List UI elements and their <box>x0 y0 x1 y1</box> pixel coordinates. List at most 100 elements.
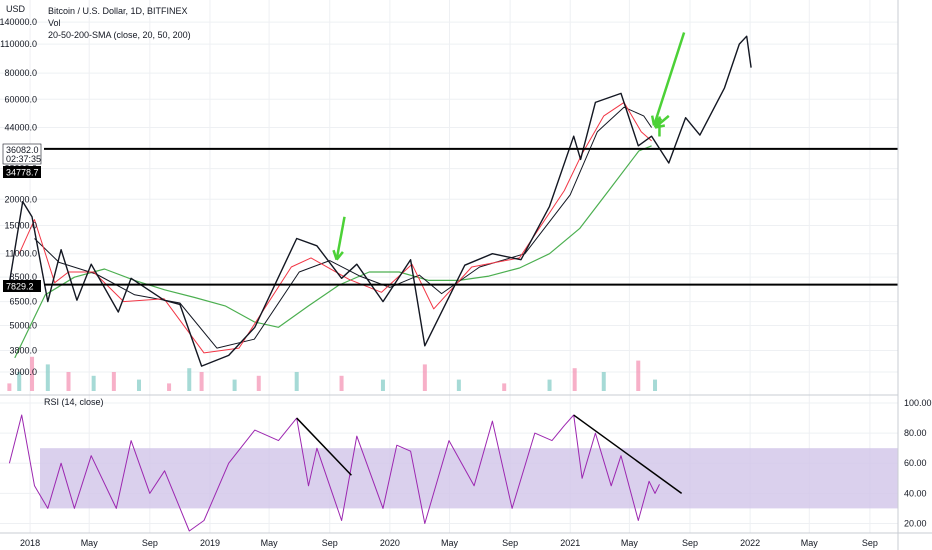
annotation-arrow[interactable] <box>335 216 346 260</box>
volume-bar <box>232 379 237 391</box>
time-tick-label: 2019 <box>200 538 220 548</box>
volume-bar <box>502 383 507 391</box>
price-tick-label: 20000.0 <box>4 194 37 204</box>
rsi-tick-label: 60.00 <box>904 458 927 468</box>
volume-bar <box>547 379 552 391</box>
price-tick-label: 15000.0 <box>4 220 37 230</box>
volume-bar <box>380 379 385 391</box>
volume-bar <box>167 383 172 391</box>
price-tick-label: 110000.0 <box>0 39 37 49</box>
horizontal-level-layer <box>44 147 898 286</box>
volume-bar <box>17 372 22 391</box>
symbol-title[interactable]: Bitcoin / U.S. Dollar, 1D, BITFINEX <box>48 6 188 16</box>
time-tick-label: 2020 <box>380 538 400 548</box>
rsi-tick-label: 20.00 <box>904 518 927 528</box>
price-tick-label: 6500.0 <box>9 297 37 307</box>
lower-level-value: 7829.2 <box>6 282 34 292</box>
price-tick-label: 140000.0 <box>0 17 37 27</box>
volume-bar <box>422 364 427 391</box>
time-tick-label: Sep <box>682 538 698 548</box>
rsi-tick-label: 100.00 <box>904 398 932 408</box>
volume-layer <box>7 356 658 391</box>
time-tick-label: Sep <box>142 538 158 548</box>
rsi-band-layer <box>40 448 898 509</box>
sma50-line <box>34 106 653 349</box>
sma-label[interactable]: 20-50-200-SMA (close, 20, 50, 200) <box>48 30 191 40</box>
rsi-axis: 100.00 80.00 60.00 40.00 20.00 <box>904 398 932 528</box>
volume-bar <box>7 383 12 391</box>
rsi-layer <box>8 414 683 532</box>
price-tick-label: 60000.0 <box>4 94 37 104</box>
time-tick-label: 2021 <box>560 538 580 548</box>
rsi-band <box>40 448 898 509</box>
volume-bar <box>91 375 96 391</box>
price-tick-label: 11000.0 <box>5 249 37 259</box>
time-tick-label: Sep <box>502 538 518 548</box>
lower-level-box <box>3 280 41 292</box>
rsi-line <box>8 414 660 532</box>
annotation-arrow[interactable] <box>652 32 686 126</box>
price-tick-label: 80000.0 <box>4 68 37 78</box>
time-tick-label: May <box>801 538 819 548</box>
annotation-arrowhead <box>650 115 656 126</box>
price-tick-label: 8500.0 <box>9 272 37 282</box>
volume-bar <box>456 379 461 391</box>
time-tick-label: May <box>261 538 279 548</box>
volume-bar <box>256 375 261 391</box>
time-tick-label: Sep <box>322 538 338 548</box>
time-axis: 2018 May Sep 2019 May Sep 2020 May Sep 2021 May Sep… <box>20 538 878 548</box>
rsi-tick-label: 40.00 <box>904 488 927 498</box>
rsi-label[interactable]: RSI (14, close) <box>44 397 104 407</box>
price-tick-label: 44000.0 <box>4 123 37 133</box>
volume-bar <box>66 372 71 391</box>
volume-bar <box>136 379 141 391</box>
sma20-line <box>18 101 652 354</box>
volume-bar <box>199 372 204 391</box>
volume-bar <box>187 368 192 391</box>
price-line <box>8 35 752 367</box>
volume-bar <box>572 368 577 391</box>
price-layer <box>8 35 752 367</box>
rsi-tick-label: 80.00 <box>904 428 927 438</box>
rsi-trendline[interactable] <box>573 414 683 494</box>
price-axis: 140000.0110000.080000.060000.044000.0280… <box>0 17 37 377</box>
volume-label[interactable]: Vol <box>48 18 61 28</box>
time-tick-label: 2018 <box>20 538 40 548</box>
annotation-layer <box>332 32 686 261</box>
volume-bar <box>30 356 35 391</box>
currency-label: USD <box>6 4 26 14</box>
last-price-box <box>2 143 42 165</box>
last-price-tag: 36082.0 02:37:35 <box>2 143 42 165</box>
upper-level-box <box>3 166 41 178</box>
time-tick-label: May <box>441 538 459 548</box>
annotation-arrowhead <box>653 117 660 128</box>
countdown-value: 02:37:35 <box>6 154 41 164</box>
time-tick-label: May <box>621 538 639 548</box>
time-tick-label: May <box>81 538 99 548</box>
grid-layer <box>0 0 898 533</box>
time-tick-label: 2022 <box>740 538 760 548</box>
annotation-arrowhead <box>332 249 338 261</box>
lower-level-tag: 7829.2 <box>3 280 41 292</box>
volume-bar <box>601 372 606 391</box>
rsi-trendline[interactable] <box>296 417 352 476</box>
volume-bar <box>45 364 50 391</box>
time-tick-label: Sep <box>862 538 878 548</box>
volume-bar <box>636 360 641 391</box>
price-tick-label: 3000.0 <box>9 367 37 377</box>
annotation-arrowhead <box>335 251 344 261</box>
volume-bar <box>111 372 116 391</box>
legend: USD Bitcoin / U.S. Dollar, 1D, BITFINEX … <box>6 4 191 407</box>
price-tick-label: 5000.0 <box>9 320 37 330</box>
annotation-arrow[interactable] <box>654 114 670 129</box>
price-tick-label: 3800.0 <box>9 345 37 355</box>
upper-level-value: 34778.7 <box>6 168 39 178</box>
last-price-value: 36082.0 <box>6 145 39 155</box>
volume-bar <box>339 375 344 391</box>
volume-bar <box>294 372 299 391</box>
sma-layer <box>14 101 653 359</box>
upper-level-tag: 34778.7 <box>3 166 41 178</box>
volume-bar <box>653 379 658 391</box>
